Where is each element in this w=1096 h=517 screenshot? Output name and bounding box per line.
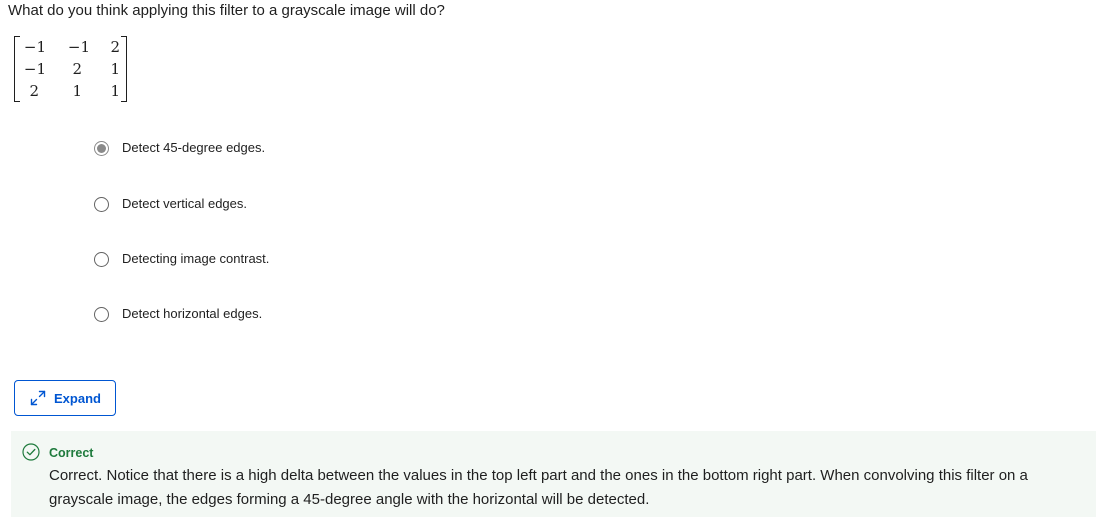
radio-button[interactable] [94,306,109,322]
matrix-cell: 2 [72,60,82,78]
matrix-cell: −1 [67,38,90,56]
question-text: What do you think applying this filter t… [8,2,445,19]
option-detect-horizontal-edges[interactable]: Detect horizontal edges. [94,304,262,324]
radio-button[interactable] [94,196,109,212]
expand-label: Expand [54,390,101,406]
option-label: Detecting image contrast. [122,251,270,266]
matrix-cell: −1 [23,60,46,78]
matrix-cell: 2 [110,38,120,56]
expand-arrows-icon [29,389,54,407]
option-detecting-image-contrast[interactable]: Detecting image contrast. [94,249,269,269]
option-detect-vertical-edges[interactable]: Detect vertical edges. [94,194,247,214]
matrix-cell: −1 [23,38,46,56]
matrix-cell: 1 [72,82,82,100]
feedback-panel: Correct Correct. Notice that there is a … [11,431,1096,517]
check-circle-icon [22,443,40,461]
option-label: Detect 45-degree edges. [122,140,266,155]
option-label: Detect vertical edges. [122,196,248,211]
feedback-title: Correct [49,446,94,460]
expand-button[interactable]: Expand [14,380,116,416]
option-label: Detect horizontal edges. [122,306,263,321]
feedback-text: Correct. Notice that there is a high del… [49,467,1028,508]
filter-matrix: −1 −1 2 −1 2 1 2 1 1 [14,36,127,102]
option-detect-45-degree-edges[interactable]: Detect 45-degree edges. [94,138,265,158]
matrix-right-bracket [121,36,127,102]
radio-dot [97,143,106,153]
matrix-left-bracket [14,36,20,102]
radio-button-selected[interactable] [94,140,109,156]
matrix-cell: 2 [29,82,39,100]
radio-button[interactable] [94,251,109,267]
matrix-cell: 1 [110,60,120,78]
matrix-cell: 1 [110,82,120,100]
